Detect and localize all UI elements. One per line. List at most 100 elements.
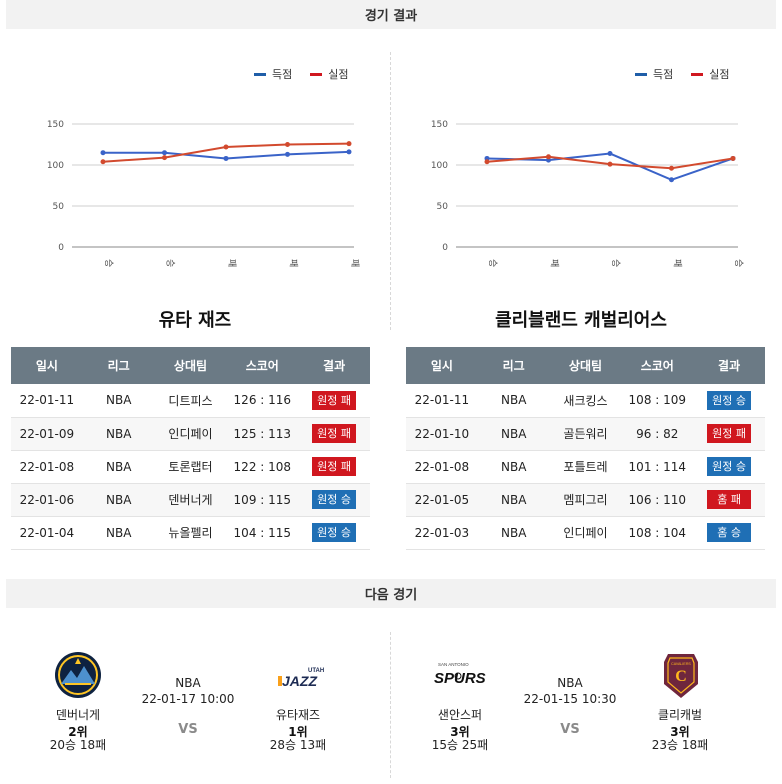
cell-result: 원정 승 bbox=[298, 483, 370, 517]
cell-result: 원정 승 bbox=[693, 384, 765, 418]
cleveland-results-chart: 0 50 100 150 승 패 승 패 승 득점 실점 bbox=[390, 52, 770, 282]
data-point-conceded bbox=[484, 159, 490, 165]
next-match-divider bbox=[390, 632, 391, 778]
next-match-1[interactable]: 덴버너게 2위 20승 18패 NBA 22-01-17 10:00 VS UT… bbox=[26, 650, 356, 760]
table-row[interactable]: 22-01-08 NBA 토론랩터 122 : 108 원정 패 bbox=[11, 450, 370, 484]
table-row[interactable]: 22-01-03 NBA 인디페이 108 : 104 홈 승 bbox=[406, 516, 765, 550]
data-point-scored bbox=[100, 150, 106, 156]
legend-item-scored: 득점 bbox=[635, 66, 673, 82]
result-badge: 원정 패 bbox=[707, 424, 752, 443]
x-tick-label: 승 bbox=[487, 259, 498, 267]
utah-jazz-logo: UTAH JAZZ bbox=[274, 650, 326, 700]
cell-league: NBA bbox=[82, 483, 155, 517]
cell-date: 22-01-06 bbox=[11, 483, 83, 517]
cell-opponent: 골든워리 bbox=[549, 417, 622, 451]
away-team-name: 클리캐벌 bbox=[657, 708, 703, 722]
data-point-conceded bbox=[346, 141, 352, 147]
match-league: NBA bbox=[175, 676, 201, 690]
cell-date: 22-01-04 bbox=[11, 516, 83, 550]
table-row[interactable]: 22-01-11 NBA 디트피스 126 : 116 원정 패 bbox=[11, 384, 370, 418]
cell-opponent: 토론랩터 bbox=[154, 450, 227, 484]
table-row[interactable]: 22-01-04 NBA 뉴올펠리 104 : 115 원정 승 bbox=[11, 516, 370, 550]
cleveland-results-table: 일시 리그 상대팀 스코어 결과 22-01-11 NBA 새크킹스 108 : 109 원정 … bbox=[406, 347, 765, 550]
header-league: 리그 bbox=[477, 347, 550, 384]
away-team-rank: 1위 bbox=[288, 725, 308, 739]
y-tick-label: 100 bbox=[431, 161, 448, 171]
cell-score: 122 : 108 bbox=[226, 450, 299, 484]
cell-league: NBA bbox=[477, 516, 550, 550]
cell-opponent: 인디페이 bbox=[549, 516, 622, 550]
cell-opponent: 멤피그리 bbox=[549, 483, 622, 517]
y-tick-label: 0 bbox=[442, 243, 448, 253]
san-antonio-spurs-logo: SAN ANTONIO SPURS bbox=[432, 650, 488, 700]
x-tick-label: 패 bbox=[349, 259, 360, 267]
table-row[interactable]: 22-01-05 NBA 멤피그리 106 : 110 홈 패 bbox=[406, 483, 765, 517]
result-badge: 홈 승 bbox=[707, 523, 752, 542]
table-row[interactable]: 22-01-09 NBA 인디페이 125 : 113 원정 패 bbox=[11, 417, 370, 451]
data-point-scored bbox=[285, 151, 290, 157]
legend-swatch-scored bbox=[254, 72, 266, 76]
x-tick-label: 승 bbox=[610, 259, 621, 267]
cell-score: 108 : 109 bbox=[621, 384, 694, 418]
legend-item-scored: 득점 bbox=[254, 66, 292, 82]
x-tick-label: 패 bbox=[288, 259, 299, 267]
cell-league: NBA bbox=[477, 384, 550, 418]
header-date: 일시 bbox=[406, 347, 478, 384]
data-point-conceded bbox=[607, 161, 613, 167]
cell-opponent: 인디페이 bbox=[154, 417, 227, 451]
header-score: 스코어 bbox=[226, 347, 299, 384]
cell-date: 22-01-09 bbox=[11, 417, 83, 451]
column-divider bbox=[390, 52, 391, 330]
table-row[interactable]: 22-01-06 NBA 덴버너게 109 : 115 원정 승 bbox=[11, 483, 370, 517]
data-point-conceded bbox=[669, 165, 674, 171]
result-badge: 원정 승 bbox=[312, 490, 357, 509]
header-result: 결과 bbox=[693, 347, 765, 384]
chart-legend: 득점 실점 bbox=[635, 66, 730, 82]
match-datetime: 22-01-17 10:00 bbox=[141, 692, 235, 706]
chart-legend: 득점 실점 bbox=[254, 66, 349, 82]
svg-text:SAN ANTONIO: SAN ANTONIO bbox=[438, 662, 469, 667]
y-tick-label: 100 bbox=[47, 161, 64, 171]
away-team-record: 23승 18패 bbox=[651, 738, 709, 752]
x-tick-label: 패 bbox=[672, 259, 683, 267]
legend-label-scored: 득점 bbox=[653, 68, 674, 81]
result-badge: 홈 패 bbox=[707, 490, 752, 509]
next-match-2[interactable]: SAN ANTONIO SPURS 샌안스퍼 3위 15승 25패 NBA 22… bbox=[410, 650, 740, 760]
cell-result: 홈 패 bbox=[693, 483, 765, 517]
table-row[interactable]: 22-01-11 NBA 새크킹스 108 : 109 원정 승 bbox=[406, 384, 765, 418]
next-match-section-title: 다음 경기 bbox=[364, 588, 418, 603]
home-team-name: 샌안스퍼 bbox=[437, 708, 483, 722]
result-badge: 원정 승 bbox=[707, 390, 752, 410]
cleveland-team-title: 클리블랜드 캐벌리어스 bbox=[495, 310, 667, 331]
legend-item-conceded: 실점 bbox=[691, 66, 730, 82]
cell-opponent: 디트피스 bbox=[154, 384, 227, 418]
cell-league: NBA bbox=[82, 384, 155, 418]
cell-result: 홈 승 bbox=[693, 516, 765, 550]
cell-league: NBA bbox=[477, 450, 550, 484]
table-row[interactable]: 22-01-08 NBA 포틀트레 101 : 114 원정 승 bbox=[406, 450, 765, 484]
utah-results-chart-svg: 0 50 100 150 승 승 패 패 패 bbox=[47, 120, 360, 267]
away-team-record: 28승 13패 bbox=[269, 738, 327, 752]
legend-label-scored: 득점 bbox=[272, 68, 293, 81]
cell-league: NBA bbox=[82, 450, 155, 484]
cell-score: 106 : 110 bbox=[621, 483, 694, 517]
cleveland-cavaliers-logo: C CAVALIERS bbox=[656, 650, 706, 700]
cell-opponent: 뉴올펠리 bbox=[154, 516, 227, 550]
home-team-name: 덴버너게 bbox=[55, 708, 101, 722]
cell-date: 22-01-03 bbox=[406, 516, 478, 550]
away-team-name: 유타재즈 bbox=[275, 708, 321, 722]
result-badge: 원정 패 bbox=[312, 457, 357, 476]
cell-league: NBA bbox=[477, 417, 550, 451]
cell-date: 22-01-10 bbox=[406, 417, 478, 451]
legend-label-conceded: 실점 bbox=[709, 68, 730, 81]
vs-label: VS bbox=[178, 722, 198, 737]
cell-result: 원정 패 bbox=[298, 417, 370, 451]
legend-swatch-scored bbox=[635, 72, 647, 76]
utah-results-table: 일시 리그 상대팀 스코어 결과 22-01-11 NBA 디트피스 126 : 116 원정 … bbox=[11, 347, 370, 550]
header-opponent: 상대팀 bbox=[154, 347, 227, 384]
cell-league: NBA bbox=[82, 417, 155, 451]
cell-score: 108 : 104 bbox=[621, 516, 694, 550]
cell-score: 104 : 115 bbox=[226, 516, 299, 550]
table-row[interactable]: 22-01-10 NBA 골든워리 96 : 82 원정 패 bbox=[406, 417, 765, 451]
away-team-rank: 3위 bbox=[670, 725, 690, 739]
